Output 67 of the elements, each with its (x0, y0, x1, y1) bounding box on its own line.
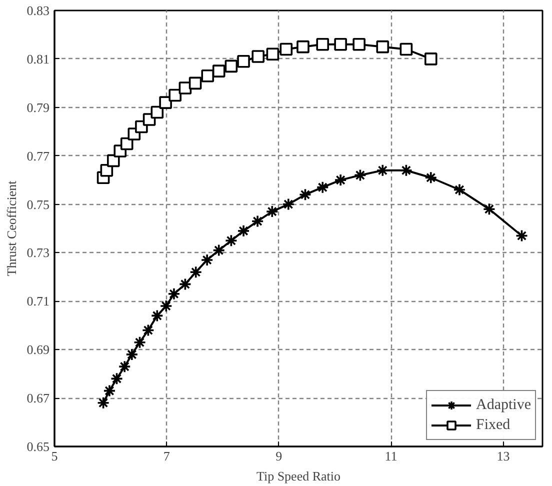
y-tick-label: 0.69 (26, 342, 50, 358)
point (150, 309, 164, 322)
point (334, 38, 347, 51)
point (142, 324, 155, 337)
point (224, 60, 238, 73)
point (200, 254, 214, 266)
x-axis-title: Tip Speed Ratio (256, 468, 341, 484)
point (237, 224, 250, 238)
point (118, 360, 132, 373)
point (280, 42, 293, 56)
x-tick-label: 5 (51, 448, 58, 464)
point (266, 48, 280, 60)
point (424, 52, 438, 66)
point (251, 214, 264, 228)
point (400, 42, 413, 56)
x-tick-label: 7 (163, 448, 170, 464)
y-tick-label: 0.65 (26, 439, 50, 454)
point (282, 198, 295, 211)
y-tick-label: 0.67 (26, 390, 50, 406)
y-tick-label: 0.81 (26, 51, 50, 66)
point (252, 50, 265, 63)
point (352, 38, 366, 51)
point (515, 229, 528, 242)
y-axis-title: Thrust Ceofficient (4, 180, 19, 276)
point (266, 205, 279, 218)
point (316, 180, 330, 194)
point (237, 54, 250, 68)
point (189, 266, 202, 278)
point (376, 164, 390, 177)
point (126, 348, 138, 361)
point (159, 96, 172, 109)
x-tick-label: 13 (496, 448, 510, 464)
y-tick-label: 0.71 (26, 294, 50, 309)
y-tick-label: 0.73 (26, 245, 50, 260)
point (298, 188, 312, 201)
point (103, 384, 116, 398)
x-tick-label: 11 (384, 448, 398, 464)
point (168, 288, 180, 300)
point (188, 76, 202, 90)
point (334, 174, 347, 186)
legend-label: Fixed (476, 416, 510, 434)
y-tick-label: 0.77 (26, 148, 50, 164)
point (168, 88, 182, 102)
point (212, 244, 226, 257)
point (110, 372, 124, 386)
point (224, 234, 238, 248)
y-tick-label: 0.79 (26, 100, 50, 115)
point (96, 396, 110, 410)
x-tick-label: 9 (276, 448, 282, 464)
point (178, 278, 192, 291)
point (120, 137, 134, 150)
point (133, 336, 146, 349)
y-tick-label: 0.83 (26, 3, 50, 18)
legend-label: Adaptive (476, 396, 531, 414)
point (400, 164, 413, 177)
point (316, 38, 330, 51)
point (212, 64, 226, 78)
point (482, 202, 496, 216)
point (201, 70, 214, 82)
point (453, 183, 466, 196)
point (376, 40, 390, 54)
point (160, 300, 173, 312)
point (296, 40, 310, 54)
point (424, 171, 438, 184)
point (150, 106, 164, 119)
y-tick-label: 0.75 (26, 196, 50, 212)
point (354, 168, 367, 182)
